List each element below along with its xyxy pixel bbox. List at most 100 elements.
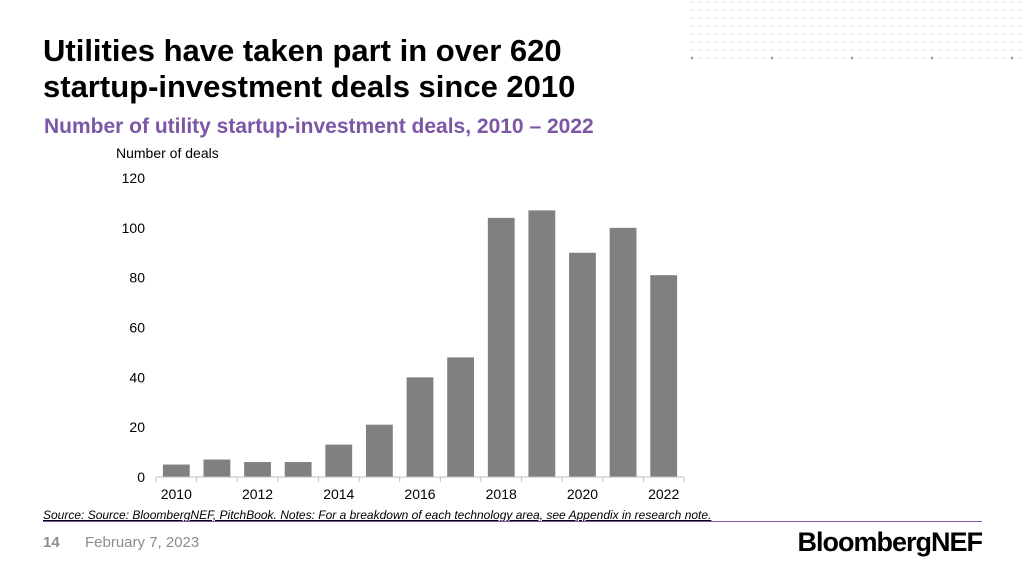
decorative-dot — [843, 1, 845, 3]
x-tick-label: 2022 — [648, 486, 679, 502]
decorative-dot — [931, 49, 933, 51]
page-number: 14 — [43, 534, 60, 551]
decorative-dot — [971, 33, 973, 35]
decorative-dot — [1011, 1, 1013, 3]
decorative-dot — [779, 33, 781, 35]
decorative-dot — [859, 9, 861, 11]
decorative-dot — [795, 1, 797, 3]
decorative-dot — [963, 41, 965, 43]
decorative-dot — [1003, 33, 1005, 35]
decorative-dot — [939, 25, 941, 27]
decorative-dot — [955, 57, 957, 59]
decorative-dot — [763, 9, 765, 11]
decorative-dot — [867, 17, 869, 19]
decorative-dot — [931, 17, 933, 19]
decorative-dot — [1019, 1, 1021, 3]
decorative-dot — [923, 33, 925, 35]
decorative-dot — [955, 25, 957, 27]
decorative-dot — [883, 33, 885, 35]
x-tick-label: 2016 — [404, 486, 435, 502]
decorative-dot — [907, 41, 909, 43]
decorative-dot — [731, 17, 733, 19]
decorative-dot — [939, 49, 941, 51]
decorative-dot — [723, 9, 725, 11]
decorative-dot — [987, 1, 989, 3]
decorative-dot — [819, 49, 821, 51]
decorative-dot — [771, 9, 773, 11]
decorative-dot — [939, 41, 941, 43]
decorative-dot — [763, 25, 765, 27]
decorative-dot — [707, 49, 709, 51]
bar-2010 — [162, 464, 190, 477]
decorative-dot — [995, 1, 997, 3]
decorative-dot — [1019, 57, 1021, 59]
decorative-dot — [770, 56, 774, 60]
decorative-dot — [891, 9, 893, 11]
decorative-dot — [763, 49, 765, 51]
decorative-dot — [755, 33, 757, 35]
decorative-dot — [891, 1, 893, 3]
decorative-dot — [819, 25, 821, 27]
decorative-dot — [915, 49, 917, 51]
decorative-dot — [811, 33, 813, 35]
decorative-dot — [891, 33, 893, 35]
decorative-dot-grid — [690, 1, 1021, 60]
decorative-dot — [827, 33, 829, 35]
decorative-dot — [739, 33, 741, 35]
y-tick-label: 40 — [129, 369, 145, 385]
bloombergnef-logo: BloombergNEF — [797, 527, 983, 557]
decorative-dot — [787, 17, 789, 19]
decorative-dot — [915, 41, 917, 43]
decorative-dot — [1011, 49, 1013, 51]
decorative-dot — [1003, 57, 1005, 59]
chart-subtitle: Number of utility startup-investment dea… — [44, 115, 594, 138]
decorative-dot — [707, 57, 709, 59]
decorative-dot — [771, 17, 773, 19]
decorative-dot — [723, 41, 725, 43]
decorative-dot — [971, 25, 973, 27]
bar-2015 — [365, 424, 393, 477]
decorative-dot — [715, 49, 717, 51]
decorative-dot — [979, 57, 981, 59]
decorative-dot — [875, 33, 877, 35]
decorative-dot — [875, 17, 877, 19]
decorative-dot — [795, 33, 797, 35]
bar-2021 — [609, 227, 637, 477]
decorative-dot — [811, 9, 813, 11]
decorative-dot — [803, 41, 805, 43]
decorative-dot — [803, 49, 805, 51]
decorative-dot — [931, 1, 933, 3]
decorative-dot — [891, 17, 893, 19]
decorative-dot — [699, 41, 701, 43]
decorative-dot — [739, 41, 741, 43]
decorative-dot — [963, 33, 965, 35]
decorative-dot — [883, 1, 885, 3]
decorative-dot — [779, 1, 781, 3]
y-axis-title: Number of deals — [116, 145, 219, 161]
decorative-dot — [1011, 33, 1013, 35]
decorative-dot — [851, 1, 853, 3]
decorative-dot — [971, 17, 973, 19]
decorative-dot — [923, 41, 925, 43]
decorative-dot — [851, 9, 853, 11]
decorative-dot — [907, 17, 909, 19]
decorative-dot — [691, 1, 693, 3]
decorative-dot — [723, 17, 725, 19]
decorative-dot — [803, 25, 805, 27]
decorative-dot — [875, 41, 877, 43]
bar-2014 — [325, 444, 353, 477]
decorative-dot — [923, 57, 925, 59]
decorative-dot — [827, 57, 829, 59]
decorative-dot — [803, 33, 805, 35]
decorative-dot — [787, 1, 789, 3]
decorative-dot — [987, 57, 989, 59]
decorative-dot — [771, 33, 773, 35]
decorative-dot — [779, 9, 781, 11]
decorative-dot — [747, 25, 749, 27]
decorative-dot — [699, 57, 701, 59]
decorative-dot — [763, 33, 765, 35]
decorative-dot — [955, 41, 957, 43]
y-tick-label: 80 — [129, 270, 145, 286]
decorative-dot — [875, 49, 877, 51]
decorative-dot — [819, 33, 821, 35]
